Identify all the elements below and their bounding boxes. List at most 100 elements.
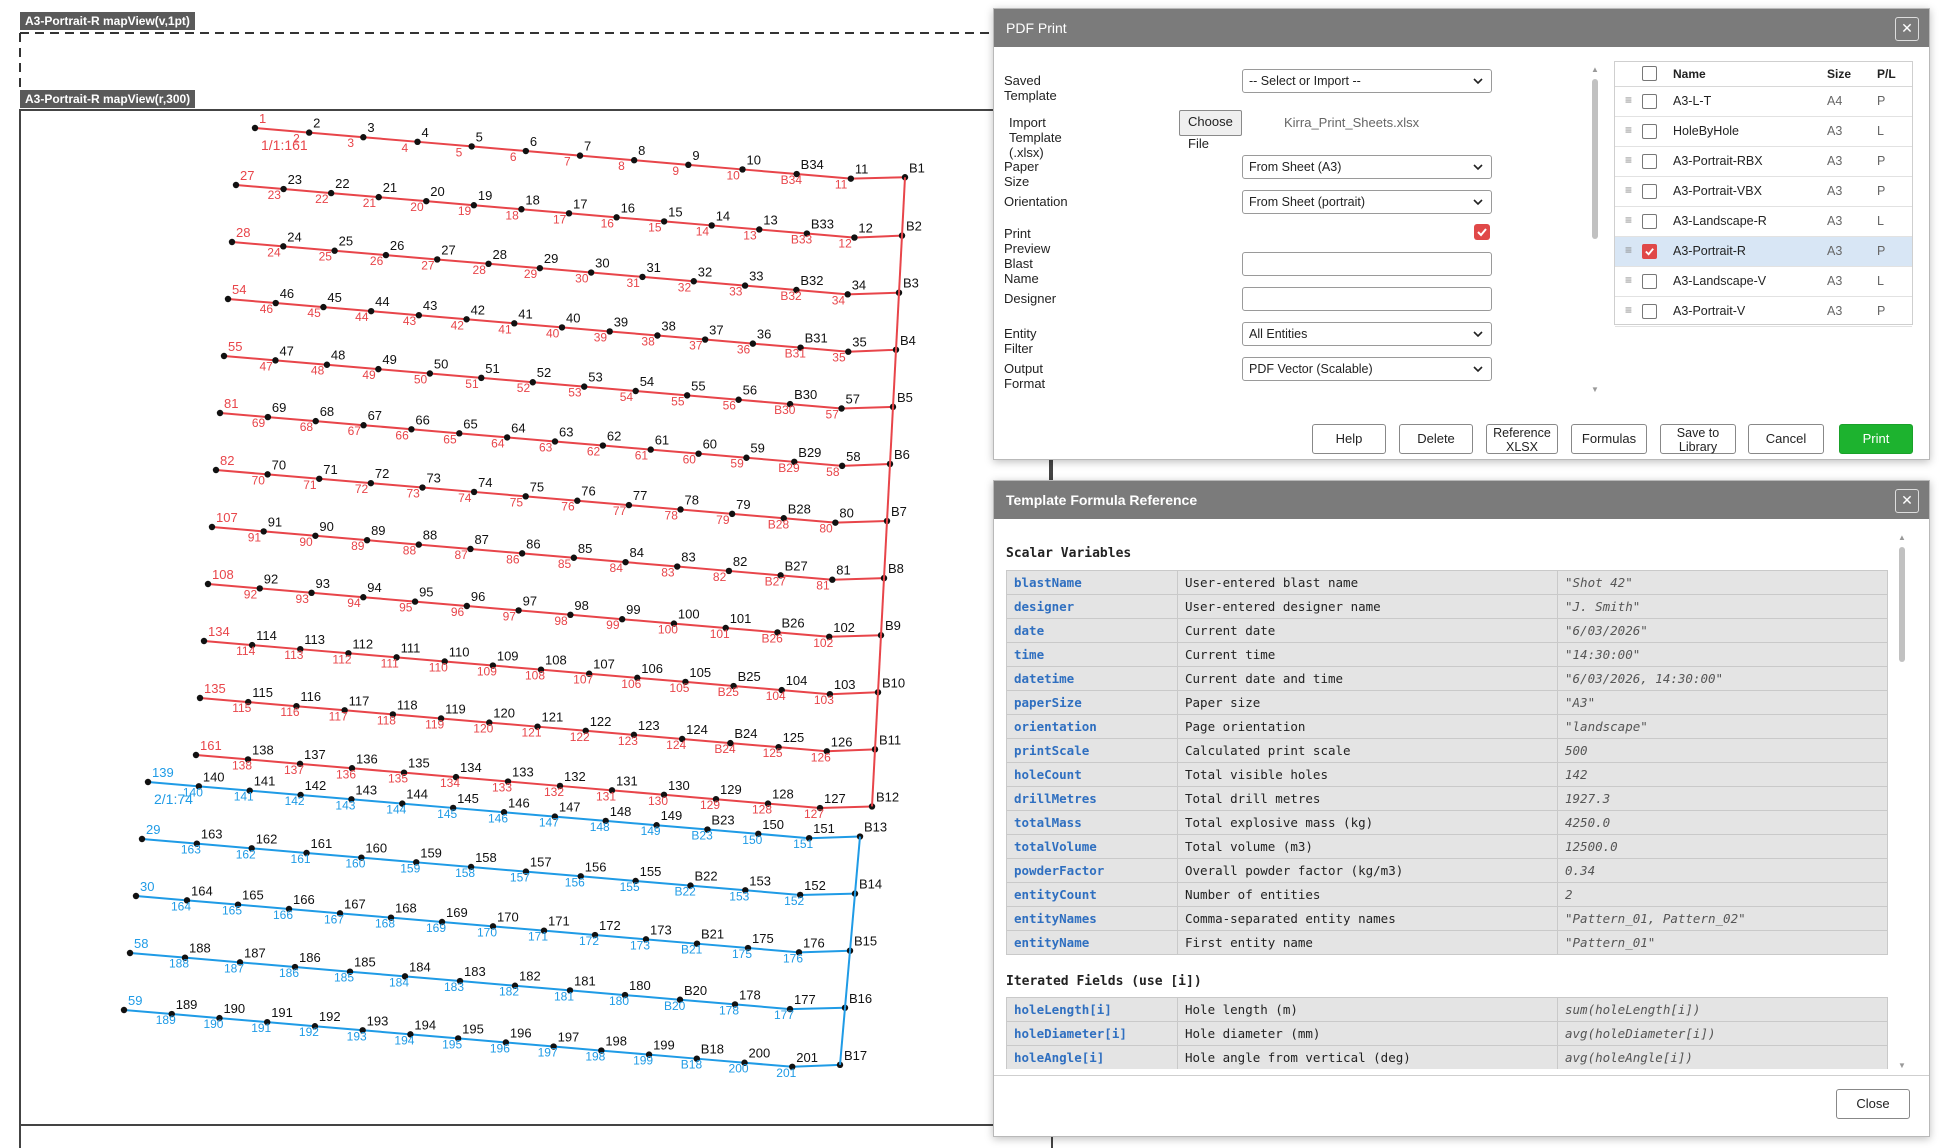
hole-node[interactable] [224,295,232,303]
hole-node[interactable] [193,840,201,847]
library-row[interactable]: ≡ A3-Portrait-R A3 P [1615,237,1912,267]
hole-node[interactable] [415,312,423,319]
hole-node[interactable] [454,1035,462,1042]
close-icon[interactable]: ✕ [1895,17,1919,41]
scroll-down-icon[interactable]: ▼ [1591,385,1599,394]
hole-node[interactable] [232,181,240,189]
hole-node[interactable] [441,658,448,665]
hole-node[interactable] [486,719,493,726]
hole-node[interactable] [367,479,375,487]
hole-node[interactable] [434,256,441,263]
hole-node[interactable] [208,523,216,531]
formula-scroll-thumb[interactable] [1899,547,1905,662]
hole-node[interactable] [500,809,508,816]
hole-node[interactable] [297,645,304,653]
hole-node[interactable] [515,607,522,614]
hole-node[interactable] [826,690,834,698]
hole-node[interactable] [345,650,352,657]
hole-node[interactable] [228,238,236,246]
drag-handle-icon[interactable]: ≡ [1625,93,1633,107]
hole-node[interactable] [438,918,446,926]
variable-name[interactable]: holeCount [1006,762,1178,787]
hole-node[interactable] [639,273,646,281]
drag-handle-icon[interactable]: ≡ [1625,153,1633,167]
hole-node[interactable] [264,413,272,421]
hole-node[interactable] [731,1001,739,1008]
hole-node[interactable] [677,506,684,513]
hole-node[interactable] [683,392,691,399]
hole-node[interactable] [774,629,781,636]
blast-name-input[interactable] [1242,252,1492,276]
hole-node[interactable] [805,834,813,842]
hole-node[interactable] [534,723,541,730]
hole-node[interactable] [120,1006,128,1014]
hole-node[interactable] [775,743,782,751]
dialog-scrollbar[interactable]: ▲ ▼ [1590,65,1600,395]
hole-node[interactable] [280,185,287,193]
variable-name[interactable]: holeDiameter[i] [1006,1021,1178,1046]
hole-node[interactable] [375,193,382,201]
hole-node[interactable] [796,891,804,899]
hole-node[interactable] [244,756,252,763]
hole-node[interactable] [653,822,660,829]
hole-node[interactable] [647,446,654,453]
hole-node[interactable] [630,731,638,739]
hole-node[interactable] [216,1014,223,1022]
hole-node[interactable] [336,910,344,917]
hole-node[interactable] [246,787,253,794]
hole-node[interactable] [678,735,686,743]
reference-xlsx-button[interactable]: Reference XLSX [1486,424,1558,454]
hole-node[interactable] [511,320,518,327]
scroll-up-icon[interactable]: ▲ [1591,65,1599,74]
hole-node[interactable] [730,682,737,690]
hole-node[interactable] [789,1063,796,1071]
variable-name[interactable]: paperSize [1006,690,1178,715]
hole-node[interactable] [183,897,191,904]
hole-node[interactable] [511,982,519,989]
variable-name[interactable]: entityCount [1006,882,1178,907]
variable-name[interactable]: totalVolume [1006,834,1178,859]
hole-node[interactable] [363,536,371,544]
save-to-library-button[interactable]: Save to Library [1660,424,1736,454]
hole-node[interactable] [764,800,772,807]
hole-node[interactable] [660,791,668,798]
hole-node[interactable] [236,959,244,966]
hole-node[interactable] [676,996,684,1003]
hole-node[interactable] [195,783,203,790]
row-checkbox[interactable] [1642,124,1657,139]
hole-node[interactable] [359,1027,366,1034]
scroll-down-icon[interactable]: ▼ [1898,1061,1906,1070]
hole-node[interactable] [204,580,212,588]
variable-name[interactable]: entityName [1006,930,1178,955]
hole-node[interactable] [606,328,613,335]
hole-node[interactable] [419,484,426,491]
hole-node[interactable] [467,863,475,871]
hole-node[interactable] [280,243,287,250]
hole-node[interactable] [423,197,430,205]
hole-node[interactable] [312,532,319,539]
library-row[interactable]: ≡ A3-Landscape-V A3 L [1615,267,1912,297]
hole-node[interactable] [467,545,474,553]
drag-handle-icon[interactable]: ≡ [1625,123,1633,137]
hole-node[interactable] [786,1005,794,1013]
row-checkbox[interactable] [1642,244,1657,259]
saved-template-select[interactable]: -- Select or Import -- [1242,69,1492,93]
entity-filter-select[interactable]: All Entities [1242,322,1492,346]
hole-node[interactable] [599,442,607,449]
row-checkbox[interactable] [1642,214,1657,229]
hole-node[interactable] [316,475,323,482]
hole-node[interactable] [704,826,711,833]
hole-node[interactable] [735,396,742,403]
hole-node[interactable] [851,234,858,241]
row-checkbox[interactable] [1642,94,1657,109]
hole-node[interactable] [576,152,584,159]
hole-node[interactable] [478,374,485,382]
hole-node[interactable] [348,765,356,772]
hole-node[interactable] [320,303,327,311]
hole-node[interactable] [598,1047,605,1054]
hole-node[interactable] [522,147,530,155]
hole-node[interactable] [360,594,367,601]
hole-node[interactable] [630,157,638,164]
hole-node[interactable] [414,138,421,146]
